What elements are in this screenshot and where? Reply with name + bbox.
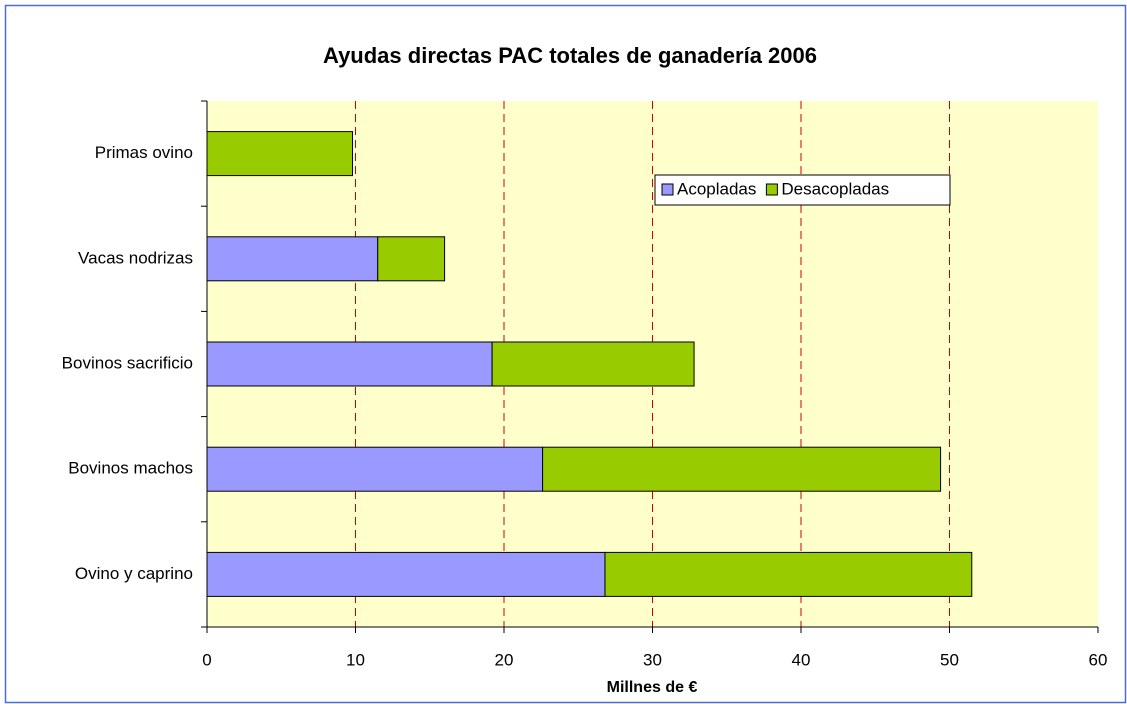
legend-swatch [661, 183, 674, 196]
y-tick-label: Primas ovino [95, 143, 193, 162]
bar-segment [206, 341, 493, 387]
x-axis-label: Millnes de € [607, 679, 698, 696]
legend-label: Desacopladas [781, 179, 889, 198]
bar-segment [542, 446, 942, 492]
bar-segment [604, 551, 973, 597]
legend-box [654, 174, 951, 206]
x-tick-label: 10 [346, 650, 365, 669]
chart-title: Ayudas directas PAC totales de ganadería… [323, 43, 817, 68]
legend-swatch [765, 183, 778, 196]
bar-segment [206, 446, 544, 492]
legend: Acopladas Desacopladas [654, 174, 951, 206]
y-tick-label: Vacas nodrizas [78, 248, 193, 267]
y-tick-label: Bovinos sacrificio [62, 353, 193, 372]
x-tick-label: 50 [940, 650, 959, 669]
x-tick-label: 30 [643, 650, 662, 669]
x-tick-label: 40 [792, 650, 811, 669]
y-tick-label: Bovinos machos [68, 459, 193, 478]
bar-segment [206, 236, 379, 282]
bar-segment [377, 236, 446, 282]
legend-label: Acopladas [677, 179, 756, 198]
y-tick-label: Ovino y caprino [75, 564, 193, 583]
bar-segment [491, 341, 695, 387]
bar-segment [206, 131, 354, 177]
x-tick-label: 0 [202, 650, 211, 669]
x-tick-label: 20 [495, 650, 514, 669]
x-tick-label: 60 [1089, 650, 1108, 669]
bar-segment [206, 551, 606, 597]
